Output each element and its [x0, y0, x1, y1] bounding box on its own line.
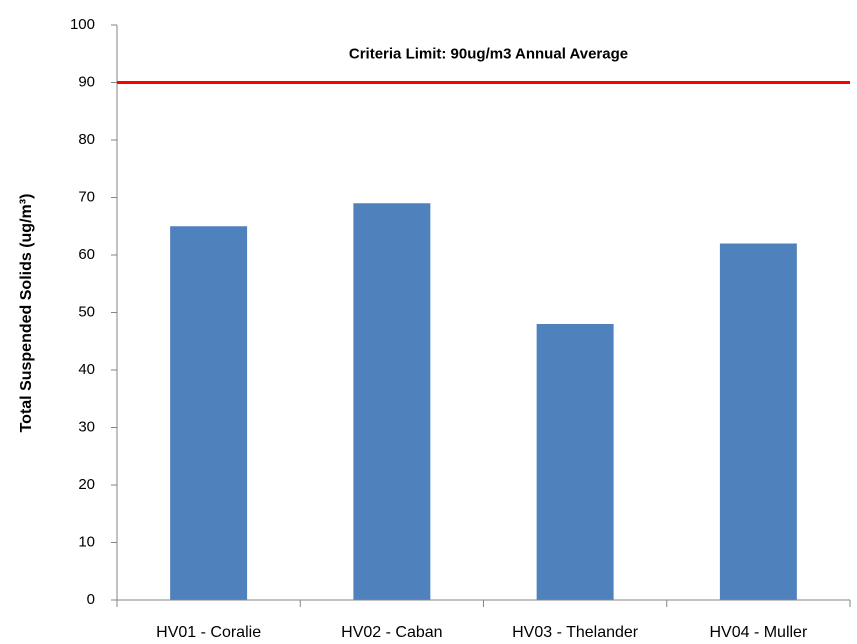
y-tick-label: 70: [78, 188, 95, 205]
x-tick-label: HV04 - Muller: [709, 624, 807, 641]
reference-label: Criteria Limit: 90ug/m3 Annual Average: [349, 45, 628, 62]
bar: [353, 203, 431, 600]
y-tick-label: 10: [78, 533, 95, 550]
y-tick-label: 40: [78, 361, 95, 378]
y-tick-label: 90: [78, 73, 95, 90]
x-tick-label: HV02 - Caban: [341, 624, 442, 641]
y-tick-label: 20: [78, 476, 95, 493]
bar: [719, 243, 797, 600]
bar: [170, 226, 248, 600]
y-axis-label: Total Suspended Solids (ug/m³): [18, 194, 35, 433]
y-tick-label: 0: [87, 591, 95, 608]
y-tick-label: 30: [78, 418, 95, 435]
y-tick-label: 60: [78, 246, 95, 263]
y-tick-label: 80: [78, 131, 95, 148]
y-tick-label: 100: [70, 16, 95, 33]
x-tick-label: HV03 - Thelander: [512, 624, 639, 641]
x-tick-label: HV01 - Coralie: [156, 624, 261, 641]
y-tick-label: 50: [78, 303, 95, 320]
bar: [536, 324, 614, 600]
